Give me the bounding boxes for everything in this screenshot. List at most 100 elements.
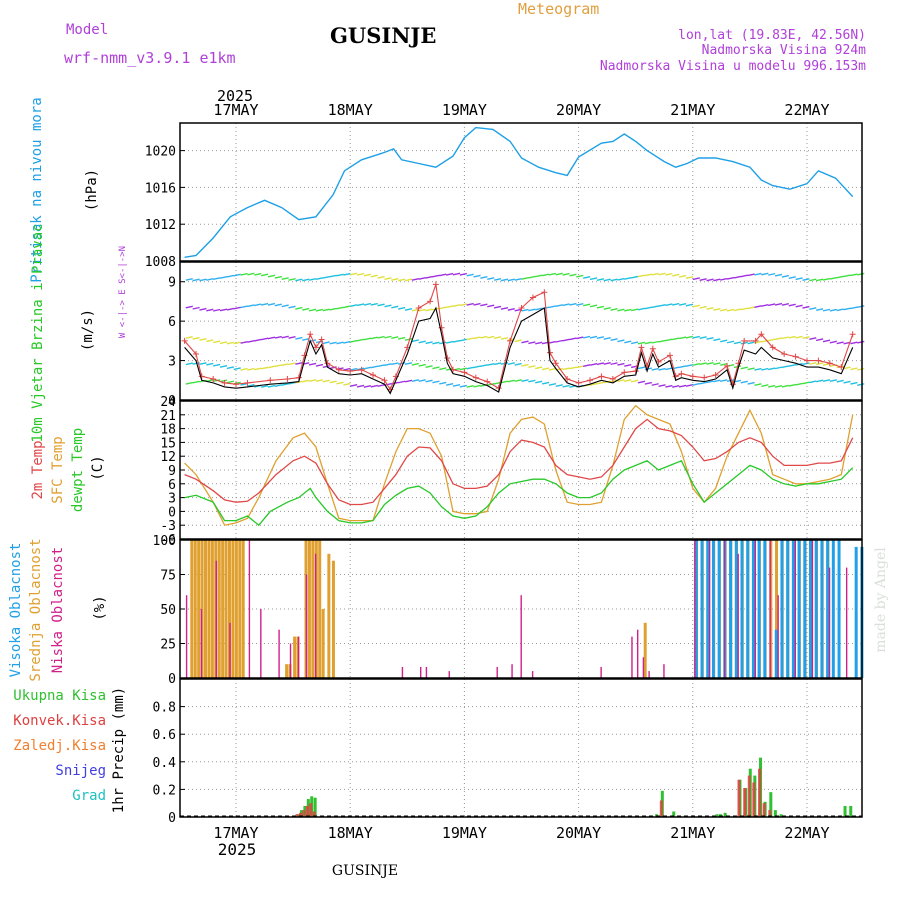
wind-barb [425,308,433,312]
wind-gust-marker [484,378,491,385]
wind-barb [322,308,330,312]
wind-barb [665,272,673,276]
wind-barb [596,381,605,385]
wind-barb [617,339,625,343]
wind-barb [418,277,426,280]
wind-barb [562,303,570,307]
wind-barb [747,273,755,277]
wind-barb [699,362,707,366]
precip-total-bar [672,811,676,817]
wind-barb [535,307,543,311]
ytick-label: 1008 [145,255,176,270]
wind-barb [425,365,433,368]
wind-barb [541,273,550,277]
wind-gust-marker [849,331,856,338]
cloud-bar [763,540,767,678]
wind-gust-marker [781,351,788,357]
wind-barb [500,306,509,310]
cloud-bar [234,540,238,678]
cloud-bar [786,540,790,678]
wind-barb [733,341,742,345]
wind-barb [452,272,461,276]
wind-barb [315,277,324,280]
wind-barb [219,275,228,279]
wind-barb [685,364,694,367]
wind-barb [644,341,652,345]
wind-barb [315,363,324,367]
cloud-bar [260,609,262,678]
wind-gust-line [184,284,854,391]
wind-barb [247,339,255,343]
wind-gust-marker [427,298,434,305]
cloud-bar [229,622,231,678]
cloud-bar [769,540,771,678]
wind-barb [274,364,282,368]
cloud-bar [774,629,778,678]
wind-barb [610,278,618,282]
wind-barb [692,382,700,386]
wind-barb [356,384,365,388]
wind-barb [678,336,687,340]
cloud-bar [734,540,738,678]
wind-barb [384,335,392,339]
elevation-text: Nadmorska Visina 924m [702,43,867,58]
wind-barb [658,384,666,387]
bottom-day-label: 21MAY [670,824,715,842]
top-day-label: 21MAY [670,101,715,119]
wind-barb [720,277,728,281]
wind-barb [624,276,632,280]
wind-barb [459,303,467,307]
wind-barb [706,337,714,340]
ytick-label: 1012 [145,218,176,233]
wind-barb [713,362,721,366]
wind-speed-line [184,306,854,395]
wind-barb [254,272,262,276]
wind-gust-marker [547,349,554,356]
precip-conv-bar [768,810,772,817]
ytick-label: 6 [168,315,176,330]
ytick-label: 75 [160,569,176,584]
wind-barb [343,305,351,309]
wind-barb [781,336,790,340]
ytick-label: 0.8 [153,701,176,716]
wind-barb [754,383,762,386]
wind-barb [445,382,454,386]
wind-barb [781,384,790,388]
wind-barb [747,341,755,345]
dew-ylabel: dewpt Temp [70,428,86,512]
ytick-label: -3 [160,519,176,534]
cloud-bar [314,553,317,678]
cloud-bar [293,636,297,678]
wind-barb [521,379,529,382]
wind-barb [535,380,543,384]
ytick-label: 24 [160,395,176,410]
wind-barb [541,381,550,385]
wind-gust-marker [838,364,845,371]
wind-barb [445,272,454,276]
wind-barb [685,303,694,307]
wind-gust-marker [381,377,388,384]
wind-barb [726,276,735,280]
wind-barb [459,338,467,342]
wind-barb [795,382,803,386]
wind-barb [363,273,372,277]
wind-barb [384,277,392,280]
wind-barb [493,336,502,339]
wind-barb [329,380,337,384]
wind-barb [473,336,481,340]
wind-gust-marker [815,357,822,364]
wind-gust-marker [587,377,594,384]
wind-barb [637,380,646,384]
wind-barb [356,338,365,342]
wind-barb [637,274,646,278]
wind-barb [788,335,796,339]
wind-barb [822,339,831,343]
wind-barb [206,362,214,366]
ytick-label: 15 [160,436,176,451]
precip-graupel-label: Grad [72,788,106,804]
wind-barb [281,304,289,308]
cloud-bar [794,540,796,678]
wind-barb [774,302,783,306]
wind-barb [439,367,447,371]
wind-barb [850,367,858,371]
